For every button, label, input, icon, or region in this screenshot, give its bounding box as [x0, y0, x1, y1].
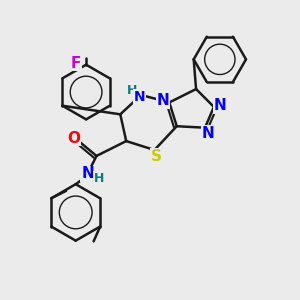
Text: H: H: [93, 172, 104, 185]
Text: N: N: [214, 98, 227, 113]
Text: H: H: [126, 84, 137, 97]
Text: N: N: [202, 126, 214, 141]
Text: N: N: [134, 89, 146, 103]
Text: N: N: [156, 94, 169, 109]
Text: S: S: [150, 149, 161, 164]
Text: F: F: [70, 56, 81, 71]
Text: O: O: [67, 130, 80, 146]
Text: N: N: [81, 166, 94, 181]
